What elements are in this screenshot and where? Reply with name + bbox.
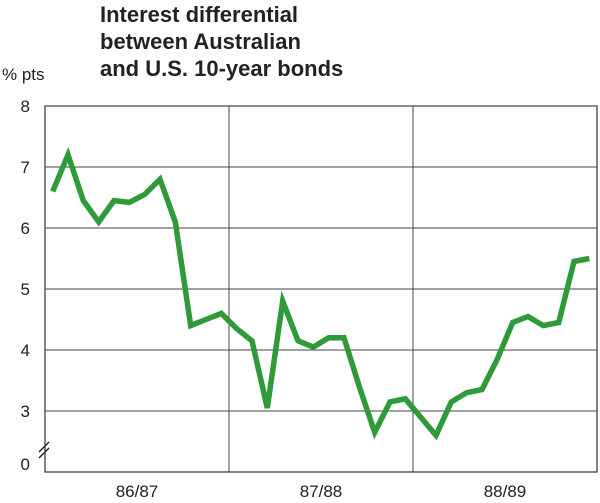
axis-break-stroke — [38, 447, 50, 459]
y-tick-label: 8 — [21, 97, 30, 116]
axis-break — [38, 441, 50, 459]
x-tick-label: 88/89 — [484, 482, 527, 501]
data-line — [50, 146, 590, 441]
y-tick-label: 4 — [21, 341, 30, 360]
y-tick-label: 6 — [21, 219, 30, 238]
chart-title: and U.S. 10-year bonds — [100, 56, 343, 81]
chart-title: between Australian — [100, 29, 301, 54]
y-tick-label: 3 — [21, 402, 30, 421]
y-origin-label: 0 — [21, 455, 30, 474]
y-axis-unit: % pts — [2, 65, 45, 84]
x-tick-label: 86/87 — [116, 482, 159, 501]
y-tick-label: 7 — [21, 158, 30, 177]
x-tick-label: 87/88 — [300, 482, 343, 501]
chart-title: Interest differential — [100, 2, 298, 27]
y-tick-label: 5 — [21, 280, 30, 299]
axis-break-stroke — [38, 441, 50, 453]
